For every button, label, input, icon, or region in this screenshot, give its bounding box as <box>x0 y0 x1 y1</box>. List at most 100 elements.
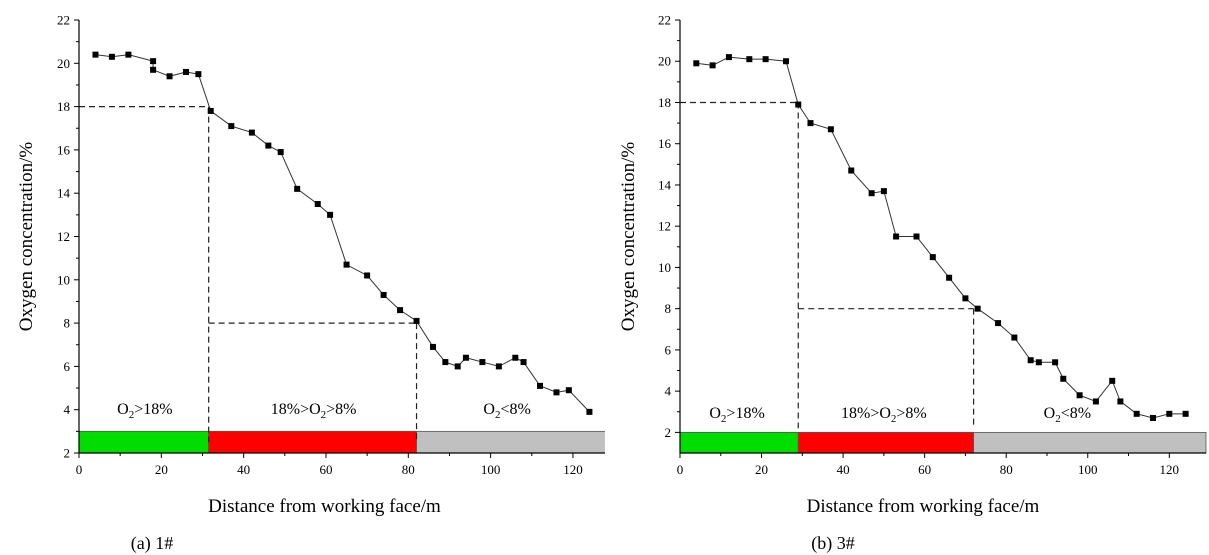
x-tick-label: 40 <box>837 462 850 477</box>
zone-label-pre: 18%>O <box>271 401 321 418</box>
data-point <box>183 68 190 75</box>
x-tick-label: 120 <box>1160 462 1180 477</box>
data-point <box>913 233 920 240</box>
data-point <box>380 291 387 298</box>
x-tick-label: 20 <box>755 462 768 477</box>
zone-bar <box>78 430 210 454</box>
data-point <box>827 126 834 133</box>
zone-label-sub: 2 <box>721 413 727 425</box>
x-tick-label: 40 <box>237 462 250 477</box>
data-point <box>893 233 900 240</box>
x-axis-label: Distance from working face/m <box>807 496 1040 517</box>
data-point <box>228 123 235 130</box>
data-point <box>430 343 436 350</box>
x-tick-label: 60 <box>918 462 931 477</box>
x-tick-label: 120 <box>563 462 583 477</box>
zone-label: O2<8% <box>483 401 530 421</box>
y-tick-label: 10 <box>658 260 671 275</box>
data-point <box>150 66 157 73</box>
data-point <box>166 73 173 80</box>
zone-label-pre: O <box>483 401 495 418</box>
data-point <box>783 58 790 65</box>
data-point <box>995 320 1002 327</box>
zone-label-post: >8% <box>896 405 926 422</box>
data-point <box>848 167 855 174</box>
y-tick-label: 22 <box>57 13 70 28</box>
x-tick-label: 100 <box>1078 462 1098 477</box>
data-point <box>553 389 560 396</box>
data-point <box>92 51 99 58</box>
data-point <box>565 387 572 394</box>
zone-label-post: <8% <box>500 401 530 418</box>
data-point <box>586 408 593 415</box>
data-point <box>413 317 420 324</box>
data-point <box>364 272 371 279</box>
zone-label-post: <8% <box>1061 405 1091 422</box>
data-point <box>125 51 132 58</box>
data-point <box>1035 359 1042 366</box>
data-point <box>795 101 802 108</box>
data-point <box>495 363 502 370</box>
data-point <box>520 359 527 366</box>
data-point <box>397 307 404 314</box>
y-tick-label: 12 <box>57 229 70 244</box>
y-tick-label: 2 <box>64 446 71 461</box>
data-point <box>725 54 732 61</box>
data-point <box>1027 357 1034 364</box>
y-tick-label: 16 <box>57 142 71 157</box>
data-point <box>1076 392 1083 399</box>
data-point <box>1149 414 1156 421</box>
x-tick-label: 0 <box>76 462 83 477</box>
zone-bar <box>797 431 974 454</box>
zone-label-sub: 2 <box>129 409 135 421</box>
data-point <box>1166 410 1173 417</box>
x-tick-label: 100 <box>481 462 501 477</box>
zone-label-pre: O <box>709 405 721 422</box>
data-point <box>150 58 157 65</box>
data-point <box>1182 410 1189 417</box>
y-tick-label: 6 <box>665 342 672 357</box>
y-tick-label: 22 <box>658 13 671 28</box>
y-tick-label: 4 <box>665 384 672 399</box>
data-point <box>512 354 519 361</box>
data-point <box>265 142 272 149</box>
y-tick-label: 20 <box>658 54 671 69</box>
data-point <box>962 295 969 302</box>
zone-label-pre: 18%>O <box>841 405 891 422</box>
data-point <box>314 201 321 208</box>
data-point <box>1117 398 1124 405</box>
data-point <box>1060 375 1067 382</box>
series-line <box>696 56 1186 419</box>
data-point <box>762 56 769 63</box>
data-point <box>1052 359 1059 366</box>
zone-label: O2<8% <box>1044 405 1091 425</box>
y-tick-label: 8 <box>665 301 672 316</box>
zone-bar <box>208 430 417 454</box>
data-point <box>807 120 814 127</box>
x-tick-label: 80 <box>1000 462 1013 477</box>
x-tick-label: 80 <box>402 462 415 477</box>
data-point <box>946 274 953 281</box>
chart-caption: (b) 3# <box>811 533 855 554</box>
zone-label-pre: O <box>117 401 129 418</box>
zone-label-pre: O <box>1044 405 1056 422</box>
y-tick-label: 2 <box>665 425 672 440</box>
data-point <box>746 56 753 63</box>
x-axis-label: Distance from working face/m <box>208 496 441 517</box>
y-tick-label: 20 <box>57 56 70 71</box>
y-tick-label: 16 <box>658 136 672 151</box>
data-point <box>195 71 202 78</box>
data-point <box>207 107 214 114</box>
zone-bar <box>416 430 605 454</box>
data-point <box>327 211 334 218</box>
zone-label-post: >18% <box>134 401 172 418</box>
y-tick-label: 14 <box>658 177 672 192</box>
data-point <box>974 305 981 312</box>
data-point <box>868 190 875 197</box>
zone-label-sub: 2 <box>891 413 897 425</box>
zone-label-sub: 2 <box>321 409 327 421</box>
y-tick-label: 18 <box>658 95 671 110</box>
data-point <box>709 62 716 69</box>
data-point <box>108 53 115 60</box>
